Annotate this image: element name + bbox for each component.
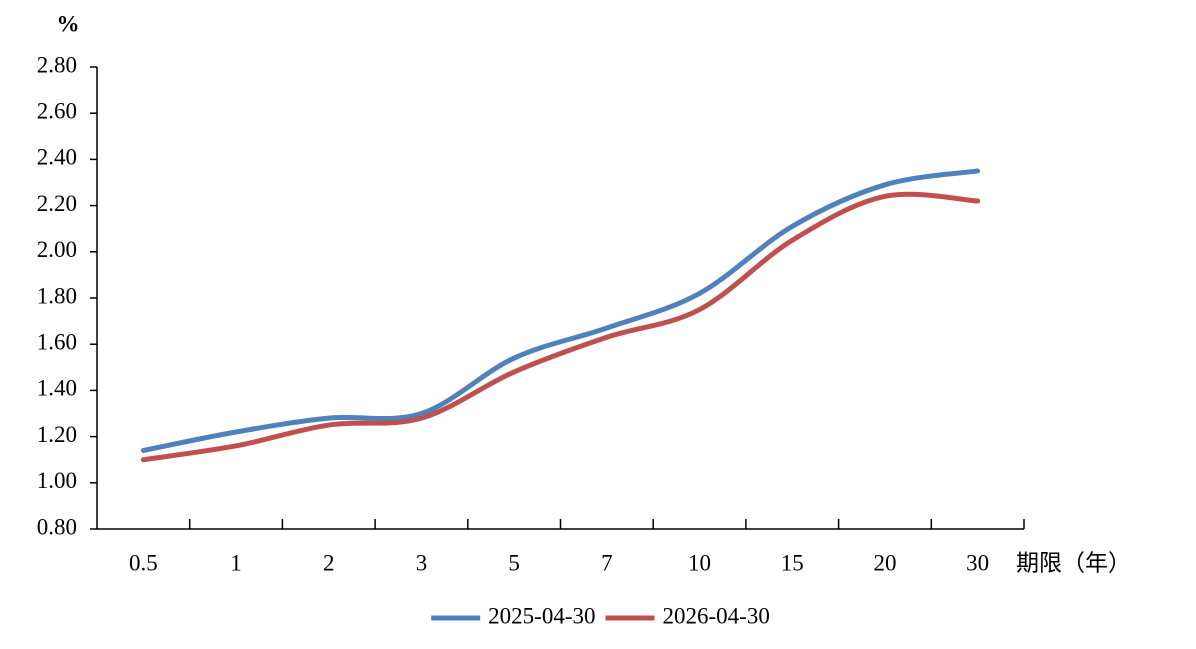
x-tick-label: 7: [601, 550, 613, 575]
y-tick-label: 2.40: [37, 145, 77, 170]
y-tick-label: 2.60: [37, 98, 77, 123]
y-tick-label: 1.00: [37, 468, 77, 493]
x-tick-label: 3: [416, 550, 428, 575]
x-tick-label: 15: [781, 550, 804, 575]
x-tick-label: 0.5: [129, 550, 158, 575]
x-axis-label: 期限（年）: [1016, 550, 1131, 575]
y-tick-label: 2.80: [37, 52, 77, 77]
y-tick-label: 1.40: [37, 376, 77, 401]
y-tick-label: 2.20: [37, 191, 77, 216]
y-tick-label: 1.80: [37, 283, 77, 308]
y-tick-label: 0.80: [37, 514, 77, 539]
series-line: [140, 191, 981, 463]
legend-label: 2025-04-30: [488, 603, 595, 628]
y-tick-label: 1.20: [37, 422, 77, 447]
y-unit: %: [57, 11, 80, 36]
x-tick-label: 2: [323, 550, 335, 575]
legend-label: 2026-04-30: [663, 603, 770, 628]
x-tick-label: 10: [688, 550, 711, 575]
x-tick-label: 1: [230, 550, 242, 575]
x-tick-label: 20: [873, 550, 896, 575]
series-line: [140, 168, 981, 453]
x-tick-label: 30: [966, 550, 989, 575]
x-tick-label: 5: [508, 550, 520, 575]
y-tick-label: 1.60: [37, 329, 77, 354]
y-tick-label: 2.00: [37, 237, 77, 262]
